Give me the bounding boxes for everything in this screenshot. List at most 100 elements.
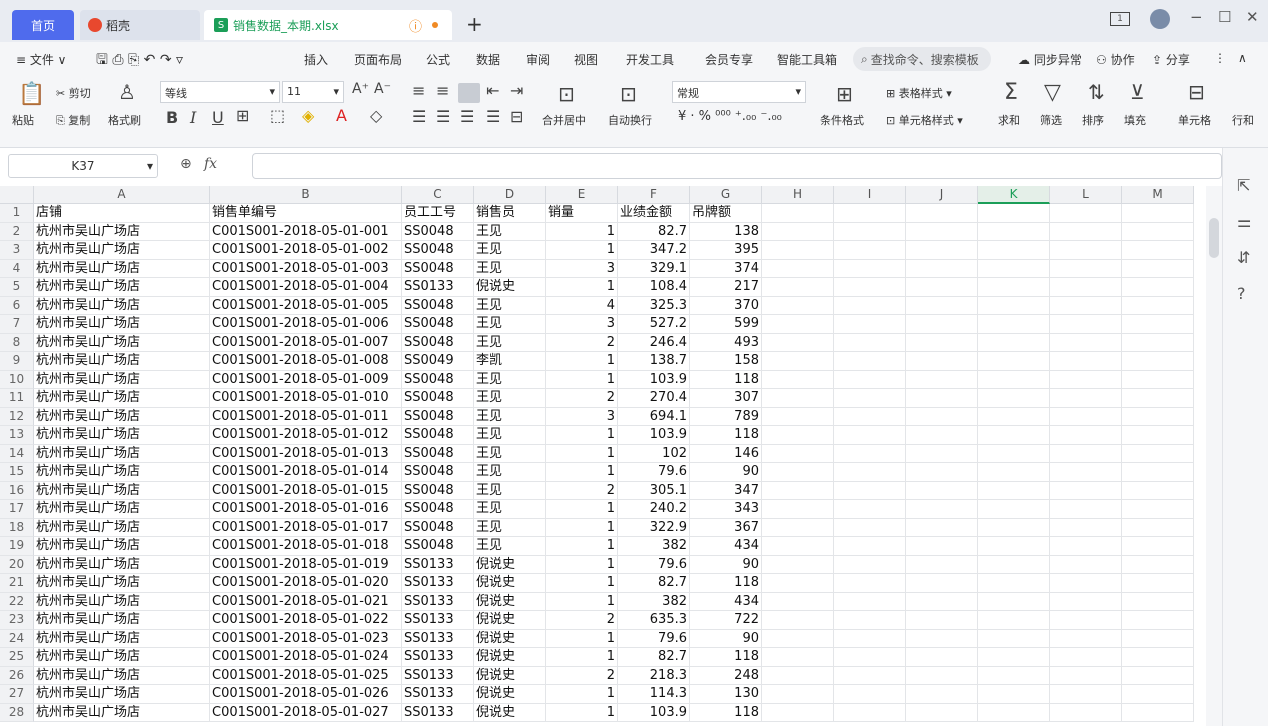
minimize-button[interactable]: − bbox=[1190, 8, 1203, 26]
cell-a14[interactable]: 杭州市吴山广场店 bbox=[34, 444, 210, 463]
cell-d18[interactable]: 王见 bbox=[474, 518, 546, 537]
cell-m9[interactable] bbox=[1122, 352, 1194, 371]
cell-g16[interactable]: 347 bbox=[690, 481, 762, 500]
cell-k28[interactable] bbox=[978, 703, 1050, 722]
cell-m5[interactable] bbox=[1122, 278, 1194, 297]
cell-k21[interactable] bbox=[978, 574, 1050, 593]
cell-l27[interactable] bbox=[1050, 685, 1122, 704]
cell-i8[interactable] bbox=[834, 333, 906, 352]
column-header-d[interactable]: D bbox=[474, 186, 546, 204]
select-all-corner[interactable] bbox=[0, 186, 34, 204]
cell-g12[interactable]: 789 bbox=[690, 407, 762, 426]
cell-f18[interactable]: 322.9 bbox=[618, 518, 690, 537]
row-header[interactable]: 22 bbox=[0, 592, 34, 611]
cell-e9[interactable]: 1 bbox=[546, 352, 618, 371]
cell-k27[interactable] bbox=[978, 685, 1050, 704]
cell-h19[interactable] bbox=[762, 537, 834, 556]
cell-b22[interactable]: C001S001-2018-05-01-021 bbox=[210, 592, 402, 611]
row-header[interactable]: 24 bbox=[0, 629, 34, 648]
sum-icon[interactable]: Σ bbox=[1004, 80, 1018, 105]
cell-j6[interactable] bbox=[906, 296, 978, 315]
cell-a7[interactable]: 杭州市吴山广场店 bbox=[34, 315, 210, 334]
cell-e3[interactable]: 1 bbox=[546, 241, 618, 260]
cell-m10[interactable] bbox=[1122, 370, 1194, 389]
format-painter-icon[interactable]: ♙ bbox=[118, 80, 136, 104]
cell-j19[interactable] bbox=[906, 537, 978, 556]
cell-h7[interactable] bbox=[762, 315, 834, 334]
cell-h3[interactable] bbox=[762, 241, 834, 260]
shrink-font-icon[interactable]: A⁻ bbox=[374, 81, 391, 97]
cell-k9[interactable] bbox=[978, 352, 1050, 371]
cell-l9[interactable] bbox=[1050, 352, 1122, 371]
cell-a15[interactable]: 杭州市吴山广场店 bbox=[34, 463, 210, 482]
menu-insert[interactable]: 插入 bbox=[304, 53, 329, 67]
cell-k16[interactable] bbox=[978, 481, 1050, 500]
cell-i20[interactable] bbox=[834, 555, 906, 574]
cell-f12[interactable]: 694.1 bbox=[618, 407, 690, 426]
wrap-text-label[interactable]: 自动换行 bbox=[608, 114, 652, 127]
cell-h4[interactable] bbox=[762, 259, 834, 278]
cell-f27[interactable]: 114.3 bbox=[618, 685, 690, 704]
cell-icon[interactable]: ⊟ bbox=[1188, 80, 1205, 104]
cell-style-button[interactable]: ⊡ 单元格样式 ▾ bbox=[886, 114, 963, 127]
cell-d6[interactable]: 王见 bbox=[474, 296, 546, 315]
cell-d10[interactable]: 王见 bbox=[474, 370, 546, 389]
menu-member[interactable]: 会员专享 bbox=[705, 53, 754, 67]
cell-i27[interactable] bbox=[834, 685, 906, 704]
column-header-m[interactable]: M bbox=[1122, 186, 1194, 204]
cell-l2[interactable] bbox=[1050, 222, 1122, 241]
row-header[interactable]: 26 bbox=[0, 666, 34, 685]
cell-l18[interactable] bbox=[1050, 518, 1122, 537]
cell-i22[interactable] bbox=[834, 592, 906, 611]
help-icon[interactable]: ? bbox=[1237, 284, 1246, 303]
cell-d25[interactable]: 倪说史 bbox=[474, 648, 546, 667]
cell-d17[interactable]: 王见 bbox=[474, 500, 546, 519]
cell-i24[interactable] bbox=[834, 629, 906, 648]
cell-f9[interactable]: 138.7 bbox=[618, 352, 690, 371]
cell-d12[interactable]: 王见 bbox=[474, 407, 546, 426]
column-header-g[interactable]: G bbox=[690, 186, 762, 204]
cell-l15[interactable] bbox=[1050, 463, 1122, 482]
row-header[interactable]: 15 bbox=[0, 463, 34, 482]
spreadsheet-grid[interactable]: A B C D E F G H I J K L M 1 店铺 销售单编号 员工工号 销售员 销量 业绩金额 吊牌额 2 杭州… bbox=[0, 186, 1206, 726]
cell-l13[interactable] bbox=[1050, 426, 1122, 445]
cell-h23[interactable] bbox=[762, 611, 834, 630]
cell-a20[interactable]: 杭州市吴山广场店 bbox=[34, 555, 210, 574]
cell-l14[interactable] bbox=[1050, 444, 1122, 463]
cell-m14[interactable] bbox=[1122, 444, 1194, 463]
cell-a1[interactable]: 店铺 bbox=[34, 204, 210, 223]
cell-b20[interactable]: C001S001-2018-05-01-019 bbox=[210, 555, 402, 574]
font-color-icon[interactable]: A bbox=[336, 106, 347, 125]
cell-b23[interactable]: C001S001-2018-05-01-022 bbox=[210, 611, 402, 630]
cell-f25[interactable]: 82.7 bbox=[618, 648, 690, 667]
cell-h13[interactable] bbox=[762, 426, 834, 445]
paste-icon[interactable]: 📋 bbox=[18, 82, 46, 107]
cell-l1[interactable] bbox=[1050, 204, 1122, 223]
cell-j13[interactable] bbox=[906, 426, 978, 445]
fill-label[interactable]: 填充 bbox=[1124, 114, 1146, 127]
align-top-icon[interactable]: ≡ bbox=[412, 81, 426, 100]
cell-a11[interactable]: 杭州市吴山广场店 bbox=[34, 389, 210, 408]
cell-g13[interactable]: 118 bbox=[690, 426, 762, 445]
cell-i10[interactable] bbox=[834, 370, 906, 389]
cell-j17[interactable] bbox=[906, 500, 978, 519]
cell-g9[interactable]: 158 bbox=[690, 352, 762, 371]
cell-g28[interactable]: 118 bbox=[690, 703, 762, 722]
cell-b25[interactable]: C001S001-2018-05-01-024 bbox=[210, 648, 402, 667]
cell-m2[interactable] bbox=[1122, 222, 1194, 241]
cell-j22[interactable] bbox=[906, 592, 978, 611]
number-format-select[interactable]: 常规 ▾ bbox=[672, 81, 806, 103]
cell-a8[interactable]: 杭州市吴山广场店 bbox=[34, 333, 210, 352]
cell-m26[interactable] bbox=[1122, 666, 1194, 685]
fill-color-icon[interactable]: ◈ bbox=[302, 106, 315, 125]
cell-h28[interactable] bbox=[762, 703, 834, 722]
cell-k22[interactable] bbox=[978, 592, 1050, 611]
cell-m1[interactable] bbox=[1122, 204, 1194, 223]
cell-b18[interactable]: C001S001-2018-05-01-017 bbox=[210, 518, 402, 537]
cell-b16[interactable]: C001S001-2018-05-01-015 bbox=[210, 481, 402, 500]
cell-d22[interactable]: 倪说史 bbox=[474, 592, 546, 611]
copy-button[interactable]: ⎘ 复制 bbox=[56, 114, 91, 127]
cell-d13[interactable]: 王见 bbox=[474, 426, 546, 445]
column-header-a[interactable]: A bbox=[34, 186, 210, 204]
cell-a16[interactable]: 杭州市吴山广场店 bbox=[34, 481, 210, 500]
